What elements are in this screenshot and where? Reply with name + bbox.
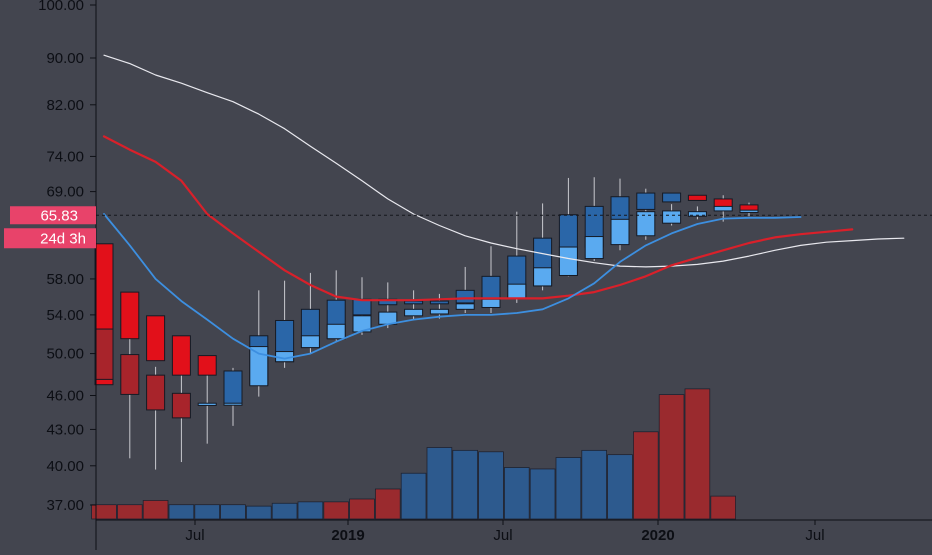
y-tick-label: 82.00 bbox=[46, 97, 84, 114]
volume-bar bbox=[555, 457, 582, 520]
y-tick-label: 54.00 bbox=[46, 307, 84, 324]
y-tick-label: 58.00 bbox=[46, 271, 84, 288]
y-tick-label: 43.00 bbox=[46, 421, 84, 438]
candle-body bbox=[223, 402, 243, 406]
candle-body bbox=[687, 194, 707, 201]
candle-body bbox=[352, 298, 372, 316]
x-tick-label: 2019 bbox=[331, 527, 364, 544]
candle-body bbox=[197, 355, 217, 376]
candle-body bbox=[739, 209, 759, 213]
candle-body bbox=[636, 211, 656, 237]
candle-body bbox=[481, 298, 501, 308]
volume-bar bbox=[91, 504, 117, 520]
y-tick-label: 46.00 bbox=[46, 388, 84, 405]
y-tick-label: 37.00 bbox=[46, 497, 84, 514]
y-tick-label: 90.00 bbox=[46, 50, 84, 67]
volume-bar bbox=[245, 505, 272, 520]
volume-bar bbox=[710, 495, 736, 520]
countdown-label-text: 24d 3h bbox=[40, 230, 86, 247]
candle-body bbox=[404, 300, 424, 305]
y-tick-labels: 100.00 90.00 82.00 74.00 69.00 58.00 54.00 50.0… bbox=[38, 0, 96, 514]
volume-bar bbox=[452, 449, 478, 520]
countdown-label-bg bbox=[4, 228, 96, 249]
volume-bar bbox=[400, 472, 427, 520]
volume-bar bbox=[142, 500, 169, 520]
volume-bar bbox=[581, 449, 607, 520]
volume-bar bbox=[220, 504, 246, 520]
candle-body bbox=[120, 291, 140, 340]
candle-body bbox=[662, 210, 682, 224]
countdown-label: 24d 3h bbox=[4, 228, 96, 249]
candle-body bbox=[197, 402, 217, 406]
ma-line-3 bbox=[103, 213, 802, 360]
candle-body bbox=[146, 315, 166, 362]
candle-body bbox=[636, 192, 656, 210]
volume-bar bbox=[503, 467, 530, 520]
volume-bar bbox=[478, 451, 504, 520]
candle-body bbox=[584, 236, 604, 260]
price-label-text: 65.83 bbox=[40, 207, 78, 224]
candle-body bbox=[404, 308, 424, 317]
candle-body bbox=[223, 370, 243, 405]
ma-line-2 bbox=[102, 135, 854, 302]
x-tick-label: Jul bbox=[805, 527, 824, 544]
candle-body bbox=[533, 267, 553, 287]
volume-bar bbox=[297, 501, 324, 520]
candle-body bbox=[558, 246, 578, 276]
candle-body bbox=[171, 335, 191, 376]
volume-bar bbox=[426, 447, 453, 520]
volume-bar bbox=[349, 498, 375, 520]
x-tick-label: Jul bbox=[493, 527, 512, 544]
candle-body bbox=[429, 308, 449, 315]
volume-bar bbox=[271, 502, 298, 520]
y-tick-label: 74.00 bbox=[46, 148, 84, 165]
y-tick-label: 40.00 bbox=[46, 458, 84, 475]
candle-body bbox=[713, 205, 733, 212]
y-tick-label: 69.00 bbox=[46, 184, 84, 201]
candle-body bbox=[249, 346, 269, 387]
volume-bar bbox=[684, 388, 711, 520]
candle-body bbox=[120, 354, 140, 395]
ma-line-1 bbox=[103, 54, 905, 268]
candle-body bbox=[300, 335, 320, 349]
x-tick-label: Jul bbox=[185, 527, 204, 544]
volume-bar bbox=[633, 431, 659, 520]
volume-bar bbox=[168, 504, 195, 520]
candle-body bbox=[171, 392, 191, 419]
volume-bar bbox=[607, 454, 633, 520]
candle-body bbox=[610, 218, 630, 246]
candle-body bbox=[507, 283, 527, 299]
volume-bar bbox=[374, 488, 401, 520]
price-label-bg bbox=[10, 206, 96, 225]
candle-body bbox=[455, 289, 475, 304]
candle-body bbox=[146, 374, 166, 411]
volume-bar bbox=[323, 501, 349, 520]
volume-bar bbox=[194, 504, 221, 520]
y-tick-label: 50.00 bbox=[46, 346, 84, 363]
candle-body bbox=[687, 211, 707, 217]
candle-body bbox=[94, 328, 114, 380]
price-label: 65.83 bbox=[10, 206, 96, 225]
volume-bar bbox=[658, 394, 685, 520]
volume-bar bbox=[529, 468, 556, 520]
candle-body bbox=[326, 323, 346, 340]
x-tick-label: 2020 bbox=[641, 527, 674, 544]
volume-bars bbox=[91, 388, 736, 520]
candle-body bbox=[455, 303, 475, 310]
x-tick-labels: Jul 2019 Jul 2020 Jul bbox=[185, 520, 825, 544]
volume-bar bbox=[117, 504, 143, 520]
candle-body bbox=[610, 196, 630, 222]
candle-body bbox=[429, 300, 449, 305]
candle-body bbox=[662, 192, 682, 203]
y-tick-label: 100.00 bbox=[38, 0, 84, 14]
